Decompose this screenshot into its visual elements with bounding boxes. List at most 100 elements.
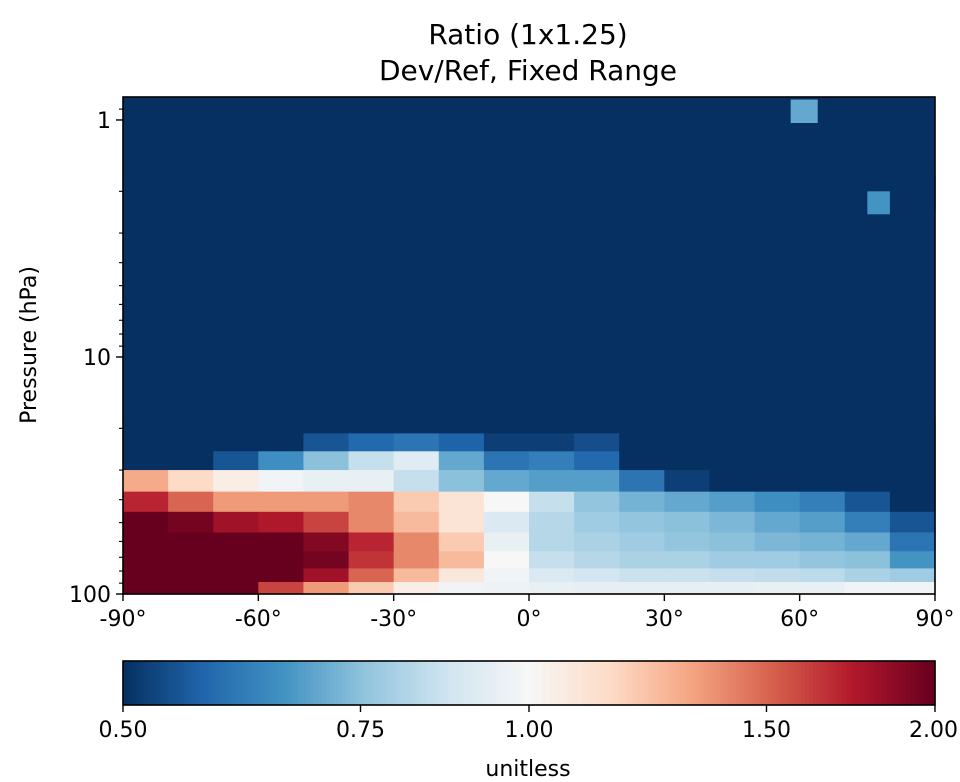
colorbar-segment xyxy=(366,661,372,705)
heatmap-cell xyxy=(889,511,936,534)
heatmap-cell xyxy=(438,470,485,493)
heatmap-cell xyxy=(619,174,665,211)
heatmap-cell xyxy=(619,417,665,434)
colorbar-segment xyxy=(930,661,936,705)
colorbar-segment xyxy=(346,661,351,705)
colorbar-segment xyxy=(488,661,494,705)
heatmap-cell xyxy=(844,582,891,595)
colorbar-segment xyxy=(865,661,871,705)
colorbar-segment xyxy=(626,661,632,705)
heatmap-cell xyxy=(348,568,395,583)
heatmap-cell xyxy=(348,174,395,211)
colorbar-segment xyxy=(297,661,303,705)
colorbar-segment xyxy=(529,661,534,705)
heatmap-cell xyxy=(168,470,214,493)
heatmap-cell xyxy=(574,174,620,211)
colorbar-segment xyxy=(890,661,895,705)
colorbar-segment xyxy=(386,661,392,705)
heatmap-cell xyxy=(393,511,440,534)
heatmap-cell xyxy=(799,417,846,434)
colorbar-segment xyxy=(261,661,266,705)
colorbar-segment xyxy=(679,661,684,705)
heatmap-cell xyxy=(213,568,259,583)
colorbar-segment xyxy=(143,661,148,705)
colorbar-segment xyxy=(459,661,465,705)
heatmap-cell xyxy=(529,174,575,211)
heatmap-cell xyxy=(348,582,395,595)
colorbar-segment xyxy=(585,661,591,705)
heatmap-cell xyxy=(303,532,350,552)
colorbar-segment xyxy=(382,661,388,705)
colorbar-segment xyxy=(610,661,615,705)
colorbar-segment xyxy=(338,661,343,705)
heatmap-cell xyxy=(619,511,665,534)
heatmap-cell xyxy=(438,491,485,513)
colorbar-segment xyxy=(163,661,169,705)
heatmap-cell xyxy=(213,532,259,552)
heatmap-cell xyxy=(258,470,305,493)
colorbar-segment xyxy=(841,661,847,705)
heatmap-cell xyxy=(619,470,665,493)
colorbar-segment xyxy=(192,661,197,705)
colorbar-segment xyxy=(167,661,173,705)
heatmap-cell xyxy=(258,451,305,471)
colorbar-segment xyxy=(882,661,887,705)
heatmap-cell xyxy=(844,532,891,552)
colorbar-segment xyxy=(520,661,526,705)
heatmap-cell xyxy=(303,174,350,211)
colorbar-segment xyxy=(744,661,749,705)
colorbar-segment xyxy=(378,661,384,705)
heatmap-cell xyxy=(799,433,846,452)
colorbar-segment xyxy=(252,661,258,705)
heatmap-cell xyxy=(258,417,305,434)
heatmap-cell xyxy=(889,582,936,595)
heatmap-cell xyxy=(303,451,350,471)
colorbar-segment xyxy=(837,661,843,705)
colorbar-segment xyxy=(809,661,814,705)
colorbar-segment xyxy=(736,661,741,705)
colorbar-segment xyxy=(573,661,579,705)
colorbar-segment xyxy=(427,661,433,705)
colorbar-segment xyxy=(784,661,790,705)
heatmap-cell xyxy=(664,174,711,211)
colorbar-segment xyxy=(748,661,753,705)
heatmap-cell xyxy=(889,470,936,493)
colorbar-segment xyxy=(212,661,217,705)
colorbar-segment xyxy=(638,661,644,705)
heatmap-cell xyxy=(529,532,575,552)
heatmap-cell xyxy=(348,511,395,534)
heatmap-cell xyxy=(348,470,395,493)
heatmap-cell xyxy=(574,417,620,434)
heatmap-cell xyxy=(574,511,620,534)
colorbar-segment xyxy=(220,661,226,705)
heatmap-cell xyxy=(799,532,846,552)
heatmap-cell xyxy=(754,532,801,552)
colorbar-segment xyxy=(326,661,331,705)
colorbar-segment xyxy=(606,661,611,705)
colorbar-segment xyxy=(354,661,360,705)
colorbar-segment xyxy=(906,661,912,705)
colorbar-segment xyxy=(898,661,904,705)
colorbar-segment xyxy=(902,661,908,705)
colorbar-segment xyxy=(593,661,599,705)
heatmap-cell xyxy=(754,551,801,570)
heatmap-cell xyxy=(619,551,665,570)
colorbar-segment xyxy=(175,661,181,705)
heatmap-cell xyxy=(799,174,846,211)
colorbar-segment xyxy=(216,661,222,705)
colorbar-segment xyxy=(358,661,364,705)
colorbar-segment xyxy=(151,661,157,705)
heatmap-cell xyxy=(754,511,801,534)
colorbar-segment xyxy=(236,661,242,705)
colorbar-segment xyxy=(699,661,705,705)
colorbar-segment xyxy=(687,661,692,705)
heatmap-cell xyxy=(709,433,756,452)
heatmap-cell xyxy=(664,491,711,513)
colorbar-segment xyxy=(695,661,701,705)
colorbar-segment xyxy=(244,661,250,705)
colorbar-segment xyxy=(577,661,583,705)
colorbar-segment xyxy=(796,661,802,705)
heatmap-cell xyxy=(799,582,846,595)
y-tick-label: 100 xyxy=(69,583,111,608)
